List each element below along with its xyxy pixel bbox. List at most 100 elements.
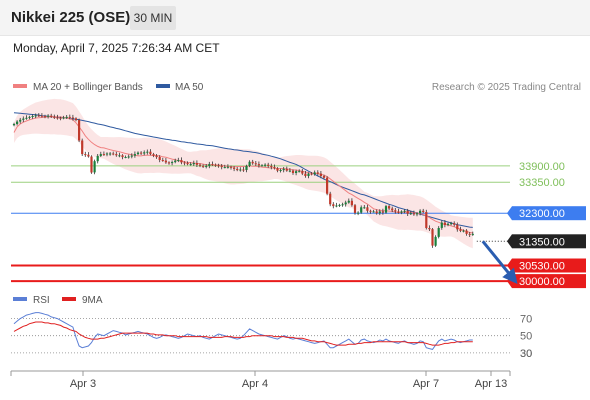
candle-body (68, 116, 71, 118)
moving-averages (13, 112, 473, 234)
candle-body (453, 223, 456, 225)
candle-body (223, 167, 226, 169)
candle (295, 169, 298, 176)
candle-body (56, 117, 59, 119)
level-value: 33350.00 (519, 177, 565, 189)
candle (143, 150, 146, 156)
candle-body (276, 168, 279, 171)
candle (136, 151, 140, 156)
candle (177, 157, 180, 163)
candle-body (16, 121, 19, 124)
candle-body (366, 207, 369, 211)
candle-body (229, 166, 233, 168)
candle (446, 222, 450, 227)
candle (220, 164, 223, 170)
candle-body (239, 169, 242, 171)
candle (403, 209, 406, 214)
candle (78, 118, 81, 142)
candle (369, 209, 372, 214)
candle-body (360, 207, 363, 213)
candle (381, 208, 384, 215)
rsi-legend-swatch (13, 297, 27, 301)
candle (161, 157, 164, 162)
candle (456, 222, 459, 232)
level-label-support: 30530.00 (507, 258, 586, 273)
candle (357, 211, 360, 216)
candle-body (28, 116, 31, 118)
candle (130, 153, 133, 159)
candle-body (205, 165, 208, 167)
candle (40, 113, 43, 118)
candle-body (301, 171, 304, 174)
candle-body (316, 172, 319, 174)
candle (195, 160, 198, 167)
candle-body (31, 116, 34, 117)
candle-body (434, 236, 437, 246)
candle-body (43, 116, 47, 117)
candle-body (347, 200, 350, 203)
candle-body (214, 164, 217, 166)
candle (288, 168, 291, 173)
candle (459, 226, 462, 233)
level-tag-bg (512, 206, 586, 221)
forecast-arrow (481, 240, 518, 285)
candle (453, 221, 456, 227)
candle (301, 169, 304, 176)
rsi-ma-line (13, 321, 473, 346)
level-label-support: 30000.00 (507, 274, 586, 289)
candle (304, 171, 307, 178)
candle (251, 159, 254, 165)
candle (260, 164, 264, 167)
candle-body (372, 211, 375, 213)
candle-body (19, 119, 22, 122)
rsi-ma-legend-swatch (62, 297, 76, 301)
candle-body (350, 200, 353, 206)
candle (189, 162, 192, 166)
candle-body (375, 211, 378, 214)
interval-button[interactable]: 30 MIN (130, 6, 176, 30)
candle (28, 115, 31, 120)
candle (186, 161, 189, 166)
bollinger-band-fill (14, 98, 473, 249)
candle (71, 114, 74, 121)
level-tag-bg (512, 274, 586, 289)
candle (74, 117, 78, 122)
candle-body (409, 213, 412, 215)
candle (384, 204, 388, 214)
candle (282, 167, 285, 173)
candle-body (450, 223, 453, 225)
level-value: 32300.00 (519, 208, 565, 220)
candle-body (164, 160, 167, 163)
rsi-tick-label: 30 (520, 348, 532, 360)
candle-body (12, 124, 16, 126)
candle-body (332, 204, 335, 207)
candle (326, 176, 329, 196)
candle (192, 160, 195, 166)
candle (406, 208, 409, 216)
candle (59, 116, 62, 121)
candle-body (307, 173, 310, 176)
candle-body (174, 160, 177, 163)
candle (81, 138, 84, 156)
candle (264, 163, 267, 167)
candle-body (102, 154, 105, 156)
candle (208, 161, 211, 169)
candle-body (109, 153, 112, 155)
candle-body (400, 211, 403, 213)
level-labels: 33900.00 33350.00 32300.00 31350.00 30530.00… (507, 161, 586, 289)
candle-body (428, 228, 431, 230)
candle (19, 117, 22, 124)
candle (428, 225, 431, 231)
level-label-pivot: 32300.00 (507, 206, 586, 221)
credit-label: Research © 2025 Trading Central (432, 82, 581, 93)
candle (68, 114, 71, 120)
candle-body (22, 118, 25, 120)
candle-body (248, 161, 251, 166)
candle (65, 115, 68, 119)
candle (124, 155, 127, 159)
candle-body (437, 228, 440, 237)
candle (217, 163, 220, 168)
candle (270, 163, 273, 170)
candle-body (313, 172, 316, 175)
